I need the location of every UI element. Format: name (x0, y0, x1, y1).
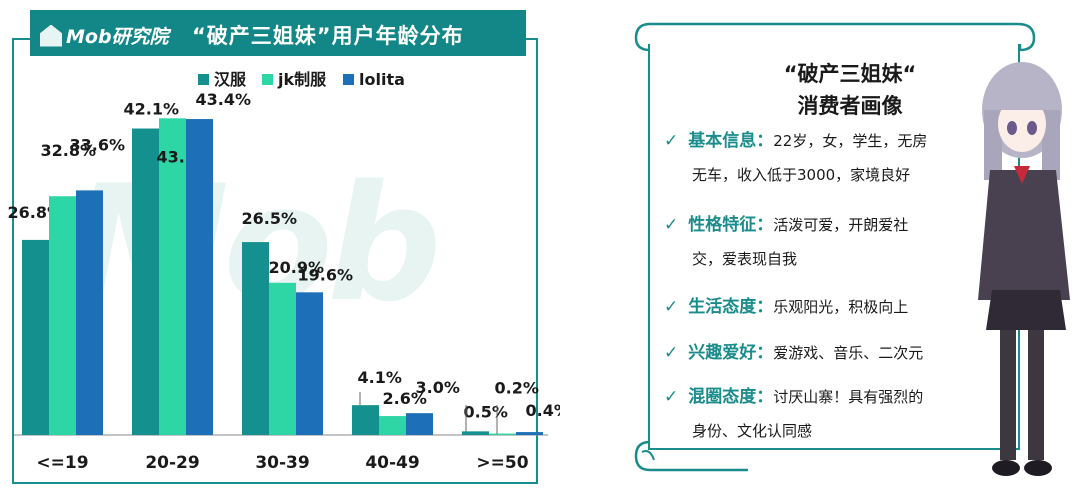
persona-item: ✓ 混圈态度：讨厌山寨！具有强烈的 身份、文化认同感 (664, 380, 994, 448)
legend-swatch (198, 74, 209, 85)
persona-item-key: 基本信息： (688, 131, 774, 151)
check-icon: ✓ (664, 297, 679, 317)
persona-item-text2: 身份、文化认同感 (692, 422, 813, 440)
persona-item: ✓ 基本信息：22岁，女，学生，无房 无车，收入低于3000，家境良好 (664, 124, 994, 192)
persona-item-key: 性格特征： (688, 215, 774, 235)
bar-lolita (76, 190, 103, 435)
data-label: 32.8% (41, 141, 97, 160)
data-label: 0.2% (495, 379, 539, 398)
bar-lolita (186, 119, 213, 435)
bar-lolita (516, 432, 543, 435)
check-icon: ✓ (664, 131, 679, 151)
persona-item-text2: 无车，收入低于3000，家境良好 (692, 166, 911, 184)
bar-jk (379, 416, 406, 435)
chart-title: “破产三姐妹”用户年龄分布 (192, 24, 464, 48)
data-label: 33.6% (70, 135, 126, 154)
persona-item-text: 活泼可爱，开朗爱社 (773, 216, 909, 234)
legend-swatch (343, 74, 354, 85)
persona-item-text: 爱游戏、音乐、二次元 (773, 344, 924, 362)
anime-girl-illustration (978, 62, 1070, 476)
bar-hanfu (242, 242, 269, 435)
data-label: 4.1% (358, 368, 402, 387)
persona-item-key: 兴趣爱好： (688, 343, 774, 363)
legend-label: jk制服 (277, 70, 327, 89)
data-label: 0.5% (464, 402, 508, 421)
data-label: 19.6% (298, 265, 354, 284)
check-icon: ✓ (664, 387, 679, 407)
persona-item-text: 讨厌山寨！具有强烈的 (773, 388, 924, 406)
persona-item-text: 乐观阳光，积极向上 (773, 298, 909, 316)
bar-lolita (406, 413, 433, 435)
check-icon: ✓ (664, 215, 679, 235)
age-distribution-chart: 26.8%32.8%33.6%<=1942.1%43.5%43.4%20-292… (8, 70, 561, 473)
data-label: 3.0% (416, 378, 460, 397)
data-label: 0.4% (526, 401, 561, 420)
bar-hanfu (132, 128, 159, 435)
bar-hanfu (462, 431, 489, 435)
persona-item-key: 混圈态度： (688, 387, 774, 407)
data-label: 26.5% (242, 209, 298, 228)
persona-item-key: 生活态度： (688, 297, 774, 317)
data-label: 43.4% (196, 90, 252, 109)
legend-label: 汉服 (214, 70, 247, 89)
bar-jk (159, 118, 186, 435)
mob-logo: Mob研究院 (40, 22, 169, 49)
data-label: 2.6% (383, 389, 427, 408)
persona-item-text2: 交，爱表现自我 (692, 250, 798, 268)
bar-lolita (296, 292, 323, 435)
bar-jk (489, 433, 516, 435)
data-label: 20.9% (269, 258, 325, 277)
x-tick-label: 30-39 (255, 453, 309, 473)
persona-item: ✓ 兴趣爱好：爱游戏、音乐、二次元 (664, 336, 994, 370)
x-tick-label: >=50 (476, 453, 528, 473)
persona-item: ✓ 性格特征：活泼可爱，开朗爱社 交，爱表现自我 (664, 208, 994, 276)
chart-header-bar (30, 10, 526, 56)
logo-icon (40, 24, 62, 47)
bar-jk (49, 196, 76, 435)
check-icon: ✓ (664, 343, 679, 363)
legend-swatch (262, 74, 273, 85)
bar-jk (269, 282, 296, 435)
x-tick-label: 20-29 (145, 453, 199, 473)
persona-item: ✓ 生活态度：乐观阳光，积极向上 (664, 290, 994, 324)
x-tick-label: 40-49 (365, 453, 419, 473)
x-tick-label: <=19 (36, 453, 88, 473)
bar-hanfu (22, 239, 49, 435)
data-label: 42.1% (124, 100, 180, 119)
persona-title-line1: “破产三姐妹“ (783, 62, 917, 86)
persona-title: “破产三姐妹“ 消费者画像 (700, 58, 1000, 122)
persona-title-line2: 消费者画像 (797, 94, 903, 118)
scroll-frame (634, 22, 1036, 472)
persona-item-text: 22岁，女，学生，无房 (773, 132, 928, 150)
legend-label: lolita (359, 70, 405, 89)
logo-text: Mob研究院 (66, 26, 169, 48)
bar-hanfu (352, 405, 379, 435)
